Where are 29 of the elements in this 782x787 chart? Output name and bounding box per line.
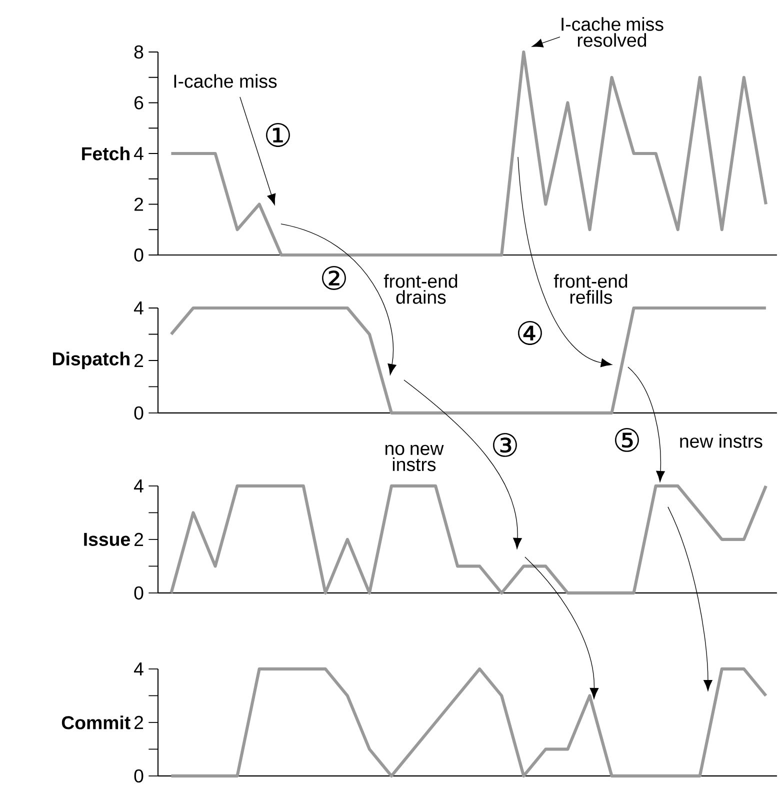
y-tick-label: 0: [134, 586, 144, 600]
y-axis-title: Issue: [84, 532, 130, 546]
y-tick-label: 0: [134, 769, 144, 783]
y-axis-title: Commit: [62, 716, 130, 730]
y-tick-label: 6: [134, 96, 144, 110]
text: I-cache miss resolved: [562, 17, 664, 47]
y-tick-label: 2: [134, 532, 144, 546]
y-axis-title: Dispatch: [53, 352, 130, 370]
y-tick-label: 0: [134, 248, 144, 262]
text: ⑤: [615, 428, 639, 452]
y-axis-title: Fetch: [82, 146, 130, 160]
y-tick-label: 2: [134, 716, 144, 729]
annotation: ④: [518, 320, 542, 345]
text: ②: [322, 266, 346, 290]
y-tick-label: 4: [134, 147, 144, 160]
y-tick-label: 8: [134, 45, 144, 59]
annotation: I-cache miss: [174, 74, 277, 88]
y-tick-label: 2: [134, 354, 144, 367]
y-tick-label: 4: [134, 662, 144, 676]
text: no new instrs: [386, 444, 444, 472]
y-tick-label: 4: [134, 480, 144, 492]
annotation: ①: [266, 123, 290, 147]
y-tick-label: 2: [134, 198, 144, 211]
text: ③: [493, 432, 517, 457]
y-tick-label: 4: [134, 302, 144, 314]
text: front-end refills: [554, 274, 628, 304]
text: new instrs: [680, 434, 762, 448]
text: front-end drains: [384, 274, 458, 304]
y-tick-label: 0: [134, 406, 144, 420]
